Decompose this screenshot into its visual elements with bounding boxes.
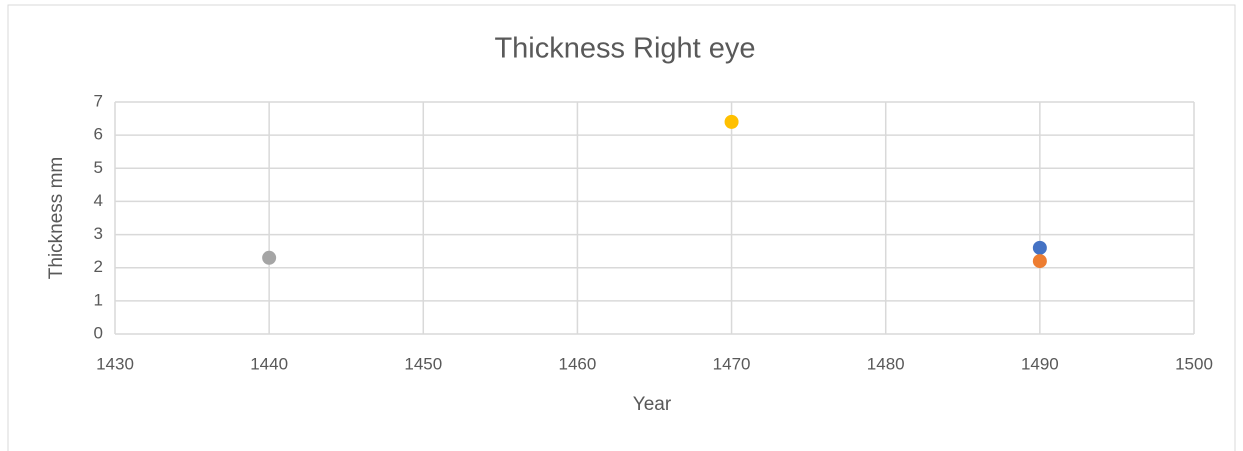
chart-border <box>7 4 1236 451</box>
x-tick-label: 1480 <box>867 354 905 373</box>
point <box>724 114 739 129</box>
x-tick-label: 1470 <box>713 354 751 373</box>
y-tick-label: 7 <box>94 91 103 110</box>
x-tick-label: 1460 <box>559 354 597 373</box>
y-axis-label: Thickness mm <box>46 157 67 279</box>
chart-title: Thickness Right eye <box>494 33 755 65</box>
y-tick-label: 6 <box>94 125 103 144</box>
y-tick-label: 2 <box>94 257 103 276</box>
x-axis-label: Year <box>633 394 672 415</box>
point <box>262 250 277 265</box>
x-tick-label: 1430 <box>96 354 134 373</box>
x-tick-label: 1450 <box>404 354 442 373</box>
x-tick-label: 1440 <box>250 354 288 373</box>
y-tick-label: 5 <box>94 158 103 177</box>
point <box>1032 240 1047 255</box>
y-tick-label: 1 <box>94 290 103 309</box>
point <box>1032 254 1047 269</box>
x-tick-label: 1500 <box>1175 354 1213 373</box>
y-tick-label: 0 <box>94 323 103 342</box>
x-tick-label: 1490 <box>1021 354 1059 373</box>
y-tick-label: 3 <box>94 224 103 243</box>
y-tick-label: 4 <box>94 191 103 210</box>
